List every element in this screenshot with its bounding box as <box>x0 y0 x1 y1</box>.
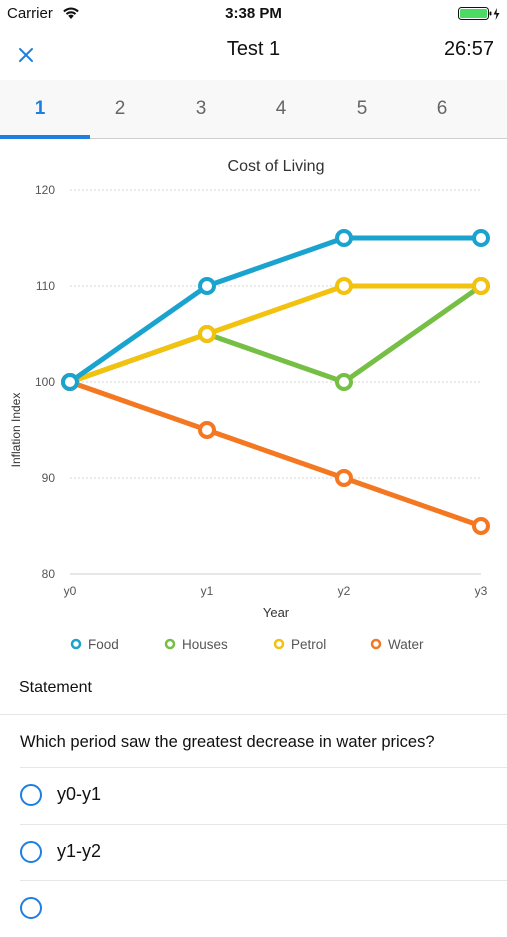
data-point-petrol[interactable] <box>472 277 490 295</box>
active-tab-indicator <box>0 135 90 139</box>
y-tick-label: 90 <box>42 471 56 485</box>
data-point-houses[interactable] <box>335 373 353 391</box>
legend-label: Petrol <box>291 637 326 652</box>
divider <box>0 714 507 715</box>
legend-marker <box>164 638 176 650</box>
radio-button[interactable] <box>20 897 42 919</box>
divider <box>20 880 507 881</box>
tab-3[interactable]: 3 <box>195 98 207 119</box>
question-text: Which period saw the greatest decrease i… <box>20 733 435 751</box>
answer-option-3[interactable] <box>0 881 507 937</box>
legend-marker <box>273 638 285 650</box>
status-time: 3:38 PM <box>225 5 282 22</box>
close-icon <box>19 48 33 62</box>
status-bar: Carrier 3:38 PM <box>0 0 507 28</box>
series-line-food <box>67 235 484 385</box>
data-point-water[interactable] <box>198 421 216 439</box>
data-point-water[interactable] <box>335 469 353 487</box>
statement-label: Statement <box>19 679 92 696</box>
close-button[interactable] <box>12 36 42 66</box>
page-title: Test 1 <box>226 38 281 60</box>
x-tick-label: y1 <box>201 584 214 598</box>
tab-1[interactable]: 1 <box>34 98 46 119</box>
radio-button[interactable] <box>20 784 42 806</box>
y-tick-label: 80 <box>42 567 56 581</box>
tab-5[interactable]: 5 <box>356 98 368 119</box>
answer-option-1[interactable]: y0-y1 <box>0 768 507 824</box>
x-axis-label: Year <box>263 605 290 620</box>
tab-2[interactable]: 2 <box>114 98 126 119</box>
divider <box>20 767 507 768</box>
series-line-houses <box>67 283 484 385</box>
legend-item-food[interactable]: Food <box>70 637 119 652</box>
chart-canvas: Cost of Living Year Inflation Index 80 90… <box>9 158 490 652</box>
answer-option-label: y0-y1 <box>57 784 102 804</box>
legend-item-water[interactable]: Water <box>370 637 424 652</box>
radio-button[interactable] <box>20 841 42 863</box>
tab-6[interactable]: 6 <box>436 98 448 119</box>
data-point-petrol[interactable] <box>198 325 216 343</box>
y-tick-label: 110 <box>36 279 55 293</box>
series-line-petrol <box>67 283 484 385</box>
nav-bar: Test 1 26:57 <box>0 28 507 74</box>
data-point-food[interactable] <box>335 229 353 247</box>
data-point-food[interactable] <box>198 277 216 295</box>
x-tick-label: y3 <box>475 584 488 598</box>
data-point-food[interactable] <box>472 229 490 247</box>
x-tick-label: y0 <box>64 584 77 598</box>
x-tick-label: y2 <box>338 584 351 598</box>
line-chart: Cost of Living Year Inflation Index 80 90… <box>0 140 507 660</box>
chart-title: Cost of Living <box>228 158 325 175</box>
legend-marker <box>70 638 82 650</box>
tab-4[interactable]: 4 <box>275 98 287 119</box>
legend-marker <box>370 638 382 650</box>
answer-option-label: y1-y2 <box>57 841 102 861</box>
legend-label: Food <box>88 637 119 652</box>
divider <box>20 824 507 825</box>
y-axis-label: Inflation Index <box>9 393 23 468</box>
battery-charging-icon <box>458 6 502 26</box>
data-point-petrol[interactable] <box>335 277 353 295</box>
carrier-label: Carrier <box>7 5 53 22</box>
y-tick-label: 100 <box>35 375 55 389</box>
answer-option-2[interactable]: y1-y2 <box>0 825 507 881</box>
legend-item-houses[interactable]: Houses <box>164 637 228 652</box>
series-line-water <box>67 379 484 529</box>
data-point-food[interactable] <box>61 373 79 391</box>
wifi-icon <box>62 6 80 24</box>
y-tick-label: 120 <box>35 183 55 197</box>
legend-label: Houses <box>182 637 228 652</box>
countdown-timer: 26:57 <box>443 38 494 60</box>
question-tabs: 1 2 3 4 5 6 <box>0 80 507 139</box>
legend-item-petrol[interactable]: Petrol <box>273 637 326 652</box>
legend-label: Water <box>388 637 424 652</box>
data-point-water[interactable] <box>472 517 490 535</box>
